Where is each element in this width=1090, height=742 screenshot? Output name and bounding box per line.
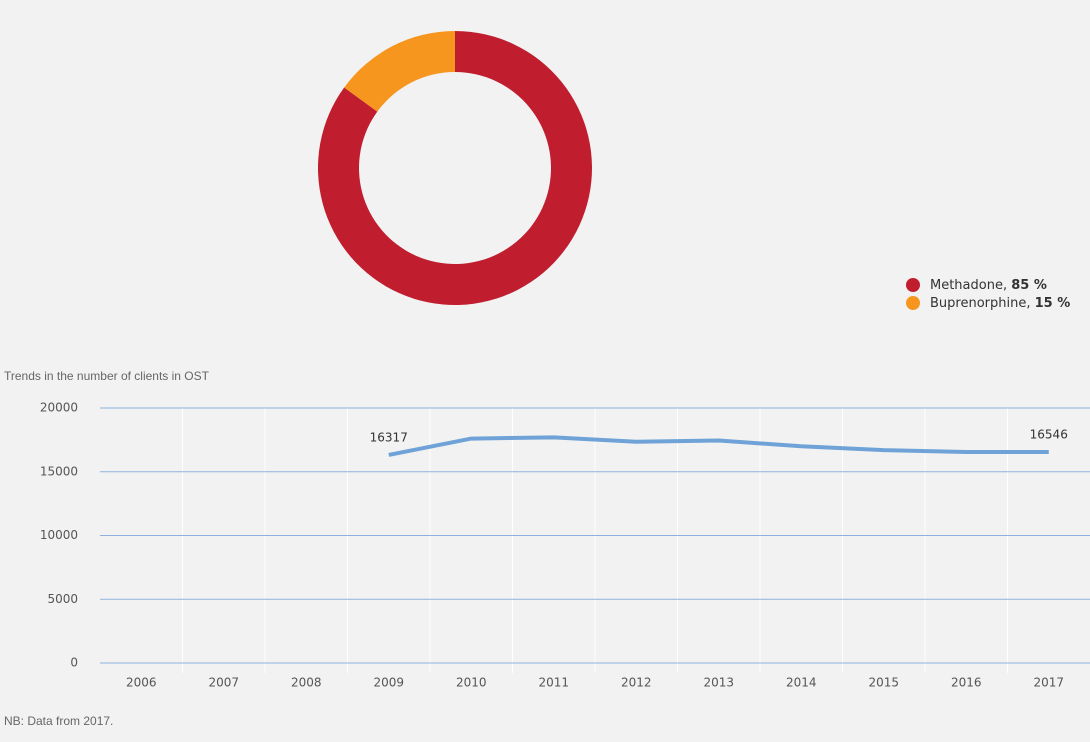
x-tick-label: 2008 — [291, 676, 322, 690]
x-tick-label: 2011 — [538, 676, 569, 690]
legend-label: Methadone, 85 % — [930, 278, 1047, 293]
chart-title: Trends in the number of clients in OST — [4, 369, 210, 383]
donut-slice — [318, 31, 592, 305]
legend-separator: , — [1003, 278, 1011, 293]
x-tick-label: 2017 — [1033, 676, 1064, 690]
y-tick-label: 10000 — [40, 528, 78, 542]
line — [388, 435, 1049, 457]
x-tick-label: 2015 — [868, 676, 899, 690]
x-tick-label: 2016 — [951, 676, 982, 690]
x-tick-label: 2013 — [703, 676, 734, 690]
y-tick-label: 0 — [70, 656, 78, 670]
legend-value: 15 % — [1035, 296, 1071, 311]
note: NB: Data from 2017. — [4, 714, 113, 728]
y-tick-label: 20000 — [40, 401, 78, 415]
legend-value: 85 % — [1011, 278, 1047, 293]
data-label: 16317 — [370, 430, 408, 444]
x-tick-label: 2006 — [126, 676, 157, 690]
y-tick-label: 5000 — [47, 592, 78, 606]
data-label: 16546 — [1030, 428, 1068, 442]
legend-separator: , — [1026, 296, 1034, 311]
legend-label: Buprenorphine, 15 % — [930, 296, 1070, 311]
legend-marker — [906, 296, 920, 310]
donut-slice — [344, 31, 455, 112]
x-tick-label: 2010 — [456, 676, 487, 690]
x-tick-label: 2007 — [208, 676, 239, 690]
x-tick-label: 2009 — [373, 676, 404, 690]
x-tick-label: 2014 — [786, 676, 817, 690]
legend-name: Buprenorphine — [930, 296, 1026, 311]
legend-name: Methadone — [930, 278, 1003, 293]
x-tick-label: 2012 — [621, 676, 652, 690]
legend-marker — [906, 278, 920, 292]
y-tick-label: 15000 — [40, 464, 78, 478]
